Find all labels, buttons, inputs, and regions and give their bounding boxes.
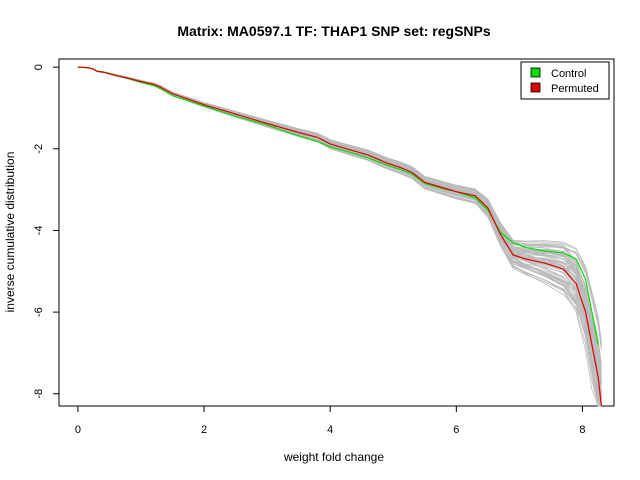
permutation-line [77, 66, 602, 376]
permutation-line [77, 66, 602, 407]
y-tick-label: -8 [33, 389, 45, 399]
permutation-line [77, 66, 602, 386]
permutation-line [77, 66, 602, 407]
permutation-line [77, 66, 602, 407]
permutation-line [77, 66, 602, 404]
permutation-line [77, 66, 602, 407]
permutation-line [77, 66, 602, 402]
x-tick-label: 6 [453, 424, 459, 436]
permutation-line [77, 66, 602, 406]
series-line-permuted [77, 66, 602, 407]
permutation-line [77, 66, 602, 393]
permutation-line [77, 66, 602, 398]
permutation-line [77, 66, 602, 379]
permutation-line [77, 66, 602, 406]
x-tick-label: 0 [75, 424, 81, 436]
plot-frame [58, 58, 615, 407]
permutation-line [77, 66, 602, 407]
permutation-line [77, 66, 602, 407]
permutation-line [77, 66, 602, 407]
x-tick-label: 8 [579, 424, 585, 436]
permutation-line [77, 66, 602, 407]
permutation-line [77, 66, 602, 407]
permutation-line [77, 66, 602, 407]
y-axis-label: inverse cumulative distribution [3, 152, 17, 313]
permutation-line [77, 66, 602, 407]
series-line-control [77, 66, 599, 345]
permutation-line [77, 66, 602, 383]
chart-title: Matrix: MA0597.1 TF: THAP1 SNP set: regS… [177, 23, 490, 39]
permutation-line [77, 66, 602, 407]
permutation-line [77, 66, 602, 401]
permutation-line [77, 66, 602, 365]
y-tick-label: -4 [33, 226, 45, 236]
permutation-line [77, 66, 602, 402]
legend-swatch-permuted [530, 82, 541, 93]
x-axis-label: weight fold change [283, 450, 384, 464]
permutation-lines [77, 66, 602, 407]
legend-label-permuted: Permuted [551, 83, 599, 95]
permutation-line [77, 66, 602, 401]
permutation-line [77, 66, 602, 407]
permutation-line [77, 66, 602, 407]
y-axis: 0 -2 -4 -6 -8 [33, 64, 60, 399]
permutation-line [77, 66, 602, 393]
permutation-line [77, 66, 602, 396]
permutation-line [77, 66, 602, 393]
legend: Control Permuted [520, 61, 610, 100]
permutation-line [77, 66, 602, 372]
y-tick-label: 0 [33, 64, 45, 70]
permutation-line [77, 66, 602, 347]
permutation-line [77, 66, 602, 407]
permutation-line [77, 66, 602, 407]
permutation-line [77, 66, 602, 407]
permutation-line [77, 66, 602, 397]
permutation-line [77, 66, 602, 344]
permutation-line [77, 66, 602, 396]
permutation-line [77, 66, 602, 384]
permutation-line [77, 66, 602, 407]
permutation-line [77, 66, 602, 407]
legend-swatch-control [530, 67, 541, 78]
x-tick-label: 2 [201, 424, 207, 436]
y-tick-label: -2 [33, 144, 45, 154]
permutation-line [77, 66, 602, 406]
permutation-line [77, 66, 602, 407]
permutation-line [77, 66, 602, 393]
permutation-line [77, 66, 602, 403]
permutation-line [77, 66, 602, 407]
permutation-line [77, 66, 602, 384]
x-tick-label: 4 [327, 424, 333, 436]
legend-label-control: Control [551, 68, 586, 80]
permutation-line [77, 66, 602, 371]
permutation-line [77, 66, 602, 394]
permutation-line [77, 66, 602, 400]
permutation-line [77, 66, 602, 391]
permutation-line [77, 66, 602, 383]
permutation-line [77, 66, 602, 376]
permutation-line [77, 66, 602, 381]
x-axis: 0 2 4 6 8 [75, 405, 586, 436]
permutation-line [77, 66, 602, 400]
permutation-line [77, 66, 602, 407]
y-tick-label: -6 [33, 307, 45, 317]
permutation-line [77, 66, 602, 342]
series-lines [77, 66, 602, 407]
permutation-line [77, 66, 602, 351]
permutation-line [77, 66, 602, 350]
